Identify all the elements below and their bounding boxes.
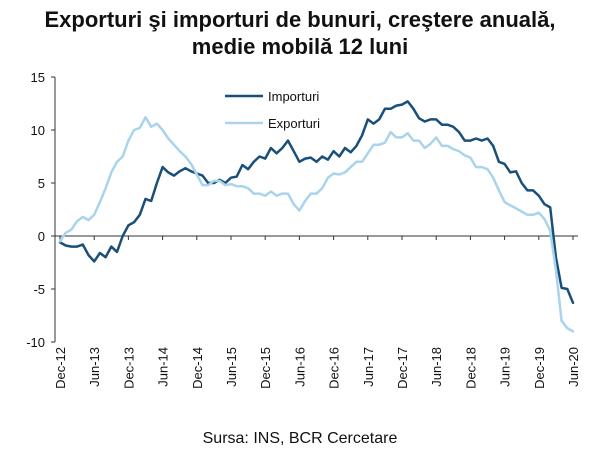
y-tick-label: 5 [38,176,45,191]
x-tick-label: Dec-16 [327,347,342,389]
series-line-exporturi [58,116,575,333]
x-tick-label: Jun-19 [498,347,513,387]
x-tick-label: Jun-15 [224,347,239,387]
y-tick-label: 10 [31,123,45,138]
x-tick-label: Dec-13 [121,347,136,389]
y-tick-label: 0 [38,229,45,244]
x-tick-label: Dec-15 [258,347,273,389]
x-tick-label: Jun-18 [429,347,444,387]
x-tick-label: Jun-17 [361,347,376,387]
x-tick-label: Dec-18 [463,347,478,389]
x-tick-label: Jun-14 [156,347,171,387]
x-tick-label: Dec-12 [53,347,68,389]
y-tick-label: -10 [26,335,45,350]
x-tick-label: Jun-20 [566,347,581,387]
series-line-importuri [58,100,575,305]
chart-title-line-2: medie mobilă 12 luni [191,34,409,59]
y-tick-label: -5 [33,282,45,297]
y-tick-label: 15 [31,70,45,85]
x-tick-label: Dec-14 [190,347,205,389]
legend-label-exporturi: Exporturi [268,116,320,131]
x-tick-label: Dec-19 [532,347,547,389]
x-tick-label: Jun-13 [87,347,102,387]
chart-title-line-1: Exporturi şi importuri de bunuri, creşte… [44,7,556,32]
x-tick-label: Dec-17 [395,347,410,389]
x-tick-label: Jun-16 [292,347,307,387]
source-note: Sursa: INS, BCR Cercetare [202,430,398,447]
legend-label-importuri: Importuri [268,89,319,104]
chart-title: Exporturi şi importuri de bunuri, creşte… [0,6,600,60]
